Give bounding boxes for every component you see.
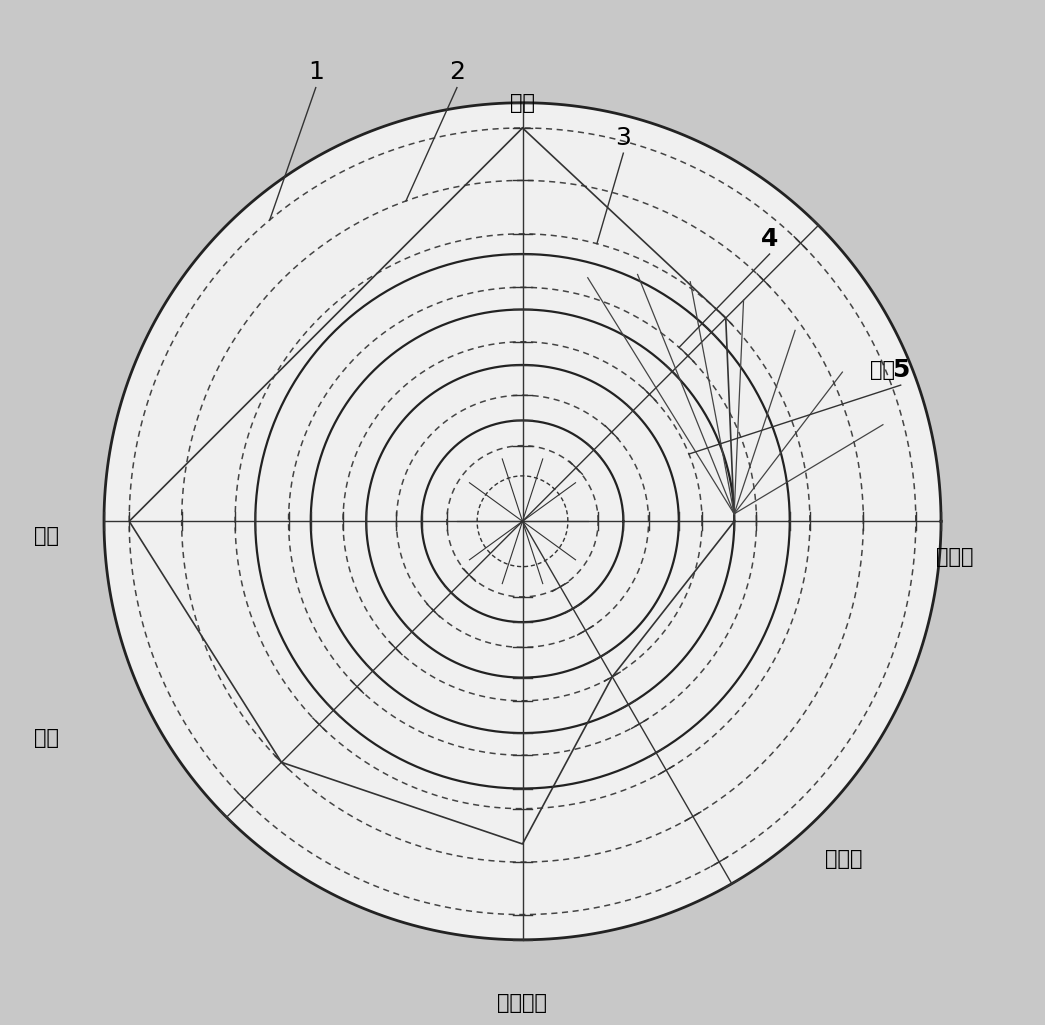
Text: 1: 1	[308, 60, 324, 84]
Text: 联络线: 联络线	[826, 849, 862, 869]
Text: 线路: 线路	[870, 360, 896, 380]
Circle shape	[104, 102, 940, 940]
Text: 电压: 电压	[510, 93, 535, 113]
Text: 频率: 频率	[33, 527, 59, 546]
Text: 4: 4	[761, 227, 779, 251]
Text: 变压器: 变压器	[936, 546, 974, 567]
Text: 5: 5	[892, 358, 909, 382]
Circle shape	[74, 73, 971, 970]
Text: 3: 3	[616, 126, 631, 150]
Text: 备用: 备用	[33, 728, 59, 748]
Text: 2: 2	[449, 60, 465, 84]
Text: 网间交换: 网间交换	[497, 993, 548, 1014]
